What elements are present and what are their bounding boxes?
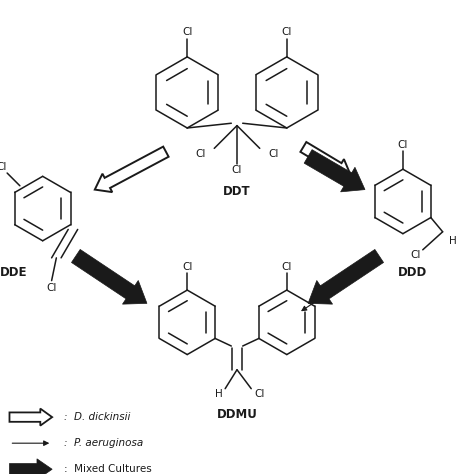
- Text: Cl: Cl: [182, 262, 192, 273]
- Polygon shape: [308, 249, 383, 304]
- Text: H: H: [215, 389, 223, 400]
- Text: H: H: [449, 236, 457, 246]
- Text: DDD: DDD: [398, 266, 427, 279]
- Text: :  D. dickinsii: : D. dickinsii: [64, 412, 130, 422]
- Polygon shape: [301, 142, 351, 177]
- Text: Cl: Cl: [255, 389, 265, 400]
- Text: Cl: Cl: [195, 149, 206, 159]
- Text: DDMU: DDMU: [217, 408, 257, 421]
- Text: Cl: Cl: [46, 283, 57, 293]
- Text: :  P. aeruginosa: : P. aeruginosa: [64, 438, 143, 448]
- Polygon shape: [9, 409, 52, 426]
- Polygon shape: [95, 146, 169, 192]
- Text: Cl: Cl: [0, 162, 7, 173]
- Text: Cl: Cl: [282, 262, 292, 273]
- Polygon shape: [72, 249, 147, 304]
- Text: :  Mixed Cultures: : Mixed Cultures: [64, 464, 152, 474]
- Polygon shape: [9, 459, 52, 474]
- Text: Cl: Cl: [232, 164, 242, 175]
- Text: Cl: Cl: [410, 249, 420, 260]
- Text: Cl: Cl: [398, 139, 408, 150]
- Text: Cl: Cl: [268, 149, 279, 159]
- Polygon shape: [304, 150, 365, 192]
- Text: DDT: DDT: [223, 185, 251, 199]
- Text: Cl: Cl: [182, 27, 192, 37]
- Text: Cl: Cl: [282, 27, 292, 37]
- Text: DDE: DDE: [0, 266, 27, 279]
